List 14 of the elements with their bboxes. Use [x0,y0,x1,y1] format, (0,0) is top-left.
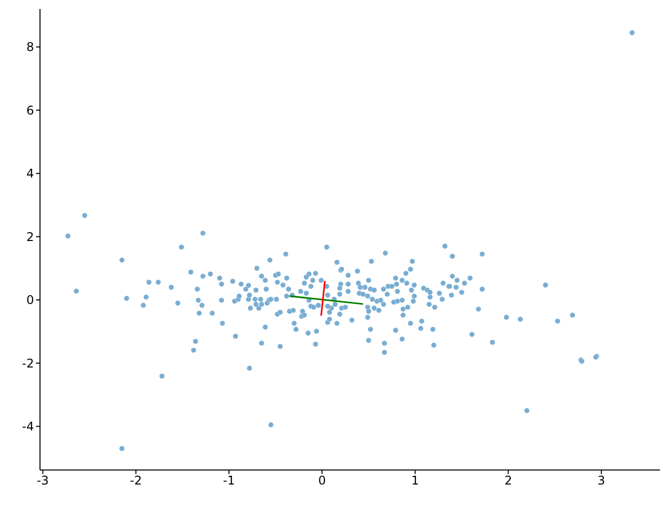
y-tick-label: 4 [26,166,34,181]
x-tick-label: 0 [318,474,326,488]
x-tick-label: 1 [411,474,419,488]
x-tick-label: -3 [36,474,49,488]
x-tick-label: 3 [598,474,606,488]
y-tick-label: 6 [26,103,34,118]
y-tick-label: -4 [22,420,34,434]
x-tick-label: -1 [222,474,235,488]
x-tick-label: 2 [504,474,512,488]
y-tick-label: 0 [26,293,34,308]
y-tick-label: -2 [22,356,34,370]
y-tick-label: 8 [26,40,34,54]
y-tick-label: 2 [26,230,34,244]
x-tick-label: -2 [130,474,142,488]
